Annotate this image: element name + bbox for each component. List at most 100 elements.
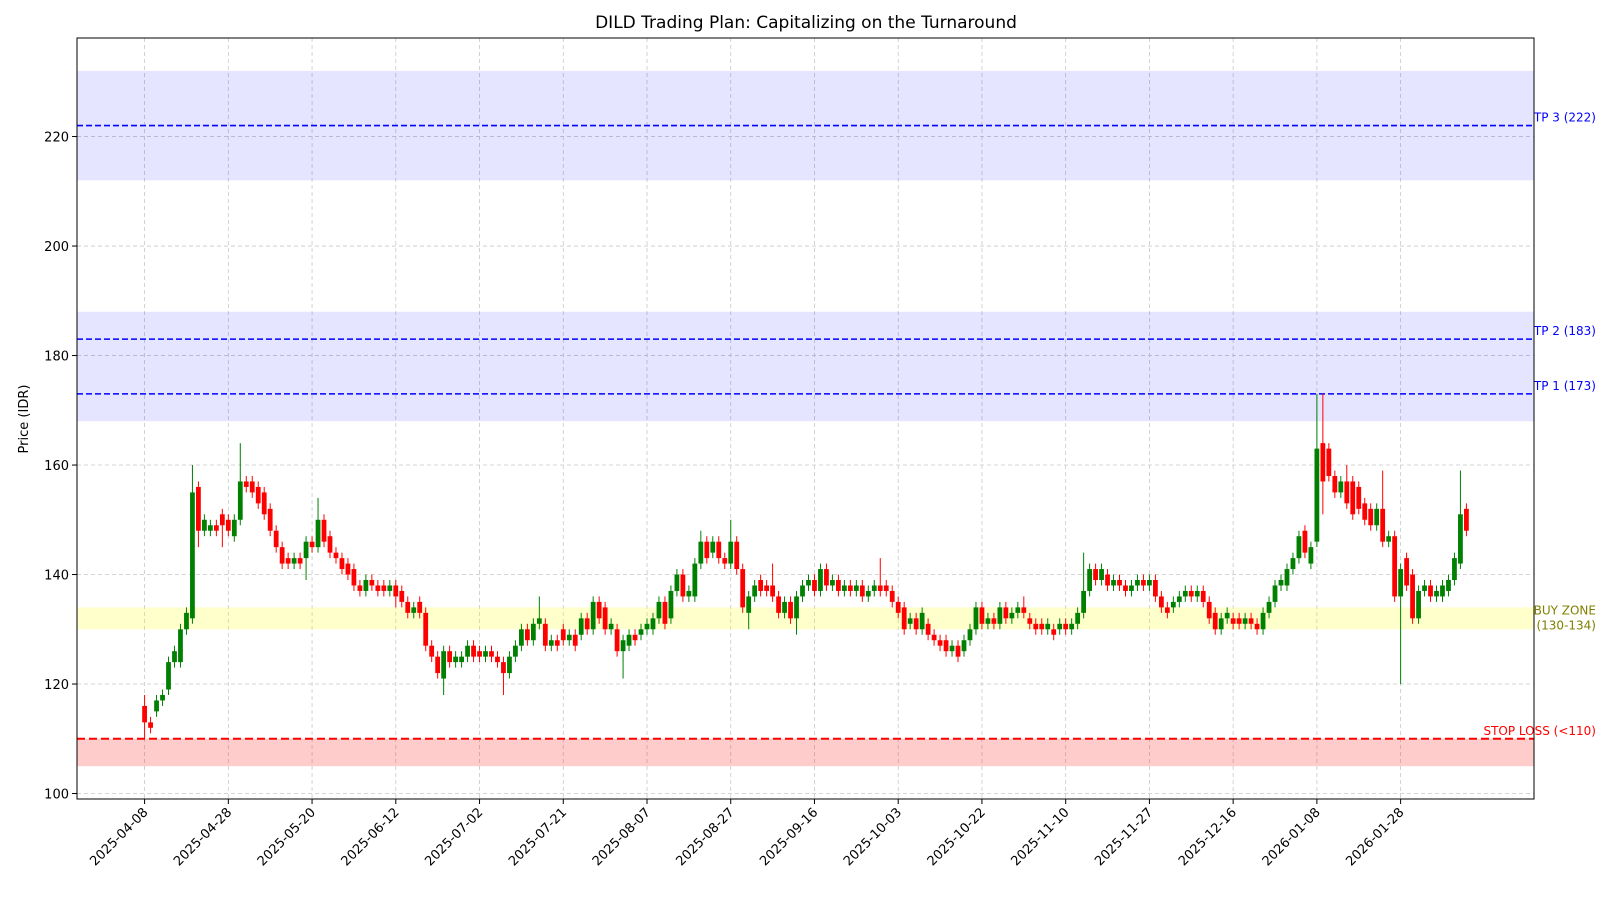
candle-body xyxy=(895,601,901,613)
candle-body xyxy=(1248,618,1254,624)
zone-label: TP 1 (173) xyxy=(1533,379,1596,393)
candle-body xyxy=(818,569,823,591)
candle-body xyxy=(985,618,991,624)
candle-body xyxy=(997,607,1003,624)
candle-body xyxy=(686,590,692,597)
candle-body xyxy=(225,519,231,531)
candle-body xyxy=(800,585,805,597)
zone-band xyxy=(77,366,1534,422)
candle-body xyxy=(261,492,267,515)
candle-body xyxy=(967,629,973,641)
candle-body xyxy=(925,623,931,635)
candle-body xyxy=(692,563,698,597)
y-axis-label: Price (IDR) xyxy=(17,385,32,454)
candle-body xyxy=(447,651,453,663)
candle-body xyxy=(1176,596,1182,602)
candle-body xyxy=(1332,475,1338,493)
candle-body xyxy=(345,563,351,575)
candle-body xyxy=(1296,536,1302,559)
candle-body xyxy=(333,552,339,559)
candle-body xyxy=(620,640,626,652)
candle-body xyxy=(1344,481,1350,504)
candle-body xyxy=(536,618,542,624)
candle-body xyxy=(393,585,399,597)
zone-label: BUY ZONE xyxy=(1534,603,1596,617)
candle-body xyxy=(1368,508,1374,526)
candle-body xyxy=(1170,601,1176,608)
zone-label: TP 2 (183) xyxy=(1533,324,1596,338)
candle-body xyxy=(1087,569,1092,591)
y-tick-label: 100 xyxy=(44,788,69,803)
candle-body xyxy=(859,585,865,597)
candle-body xyxy=(202,519,207,531)
candle-body xyxy=(405,601,411,613)
candle-body xyxy=(1206,601,1212,619)
candle-body xyxy=(190,492,195,619)
candle-body xyxy=(602,607,608,630)
candle-body xyxy=(1380,508,1386,542)
candle-body xyxy=(698,541,704,564)
candle-body xyxy=(680,574,686,597)
candle-body xyxy=(1392,536,1398,597)
candle-body xyxy=(901,607,907,630)
candle-body xyxy=(907,618,913,624)
candle-body xyxy=(794,596,799,619)
candle-body xyxy=(483,651,488,657)
candle-body xyxy=(1338,481,1344,493)
y-tick-label: 120 xyxy=(44,678,69,693)
candle-body xyxy=(722,558,728,564)
candle-body xyxy=(1458,514,1463,564)
candle-body xyxy=(614,629,620,652)
y-tick-label: 220 xyxy=(44,131,69,146)
candle-body xyxy=(1428,585,1433,597)
candle-body xyxy=(542,623,548,646)
candle-body xyxy=(459,656,464,663)
candle-body xyxy=(644,623,650,630)
candle-body xyxy=(1123,585,1128,591)
candle-body xyxy=(375,585,381,591)
candle-body xyxy=(1021,607,1027,613)
candle-body xyxy=(740,569,746,608)
candle-body xyxy=(758,580,764,591)
candle-body xyxy=(1063,623,1069,630)
candle-body xyxy=(1039,623,1045,630)
candle-body xyxy=(1272,585,1278,602)
candle-body xyxy=(1057,623,1063,630)
candle-body xyxy=(219,514,225,526)
candle-body xyxy=(656,601,662,619)
candle-body xyxy=(513,645,518,657)
candle-body xyxy=(554,640,560,646)
candle-body xyxy=(548,640,554,646)
chart-title: DILD Trading Plan: Capitalizing on the T… xyxy=(595,13,1017,33)
zone-band xyxy=(77,738,1534,767)
candle-body xyxy=(339,558,345,570)
candle-body xyxy=(704,541,710,559)
candle-body xyxy=(1188,590,1194,597)
candle-body xyxy=(387,585,393,591)
candle-body xyxy=(1404,558,1409,586)
candle-body xyxy=(213,525,219,531)
candle-body xyxy=(267,508,273,531)
candle-body xyxy=(650,618,656,630)
y-tick-label: 200 xyxy=(44,240,69,255)
candle-body xyxy=(363,580,369,591)
candle-body xyxy=(519,629,524,646)
zone-label: (130-134) xyxy=(1536,618,1596,632)
candle-body xyxy=(973,607,979,630)
candle-body xyxy=(871,585,877,591)
candle-body xyxy=(752,585,758,597)
candle-body xyxy=(841,585,847,591)
candle-body xyxy=(207,525,213,531)
candle-body xyxy=(710,541,716,553)
candle-body xyxy=(1105,574,1110,586)
candle-body xyxy=(1374,508,1380,526)
candle-body xyxy=(1129,585,1134,591)
candle-body xyxy=(160,694,165,701)
candle-body xyxy=(1266,601,1272,613)
zone-label: TP 3 (222) xyxy=(1533,111,1596,125)
candle-body xyxy=(1230,618,1236,624)
candle-body xyxy=(1464,508,1469,531)
candle-body xyxy=(1033,623,1039,630)
candle-body xyxy=(142,705,147,723)
